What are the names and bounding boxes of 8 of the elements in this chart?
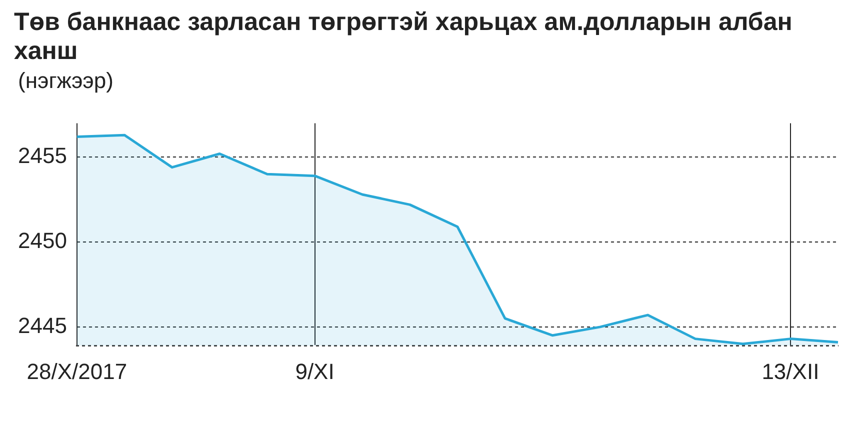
chart-title: Төв банкнаас зарласан төгрөгтэй харьцах ам.долларын албан ханш xyxy=(13,8,794,66)
y-tick-label: 2450 xyxy=(18,228,67,254)
x-tick-label: 28/X/2017 xyxy=(26,358,128,384)
x-tick-label: 13/XII xyxy=(762,358,820,384)
y-tick-label: 2445 xyxy=(18,312,67,338)
x-tick-label: 9/XI xyxy=(295,358,334,384)
chart-subtitle: (нэгжээр) xyxy=(17,67,114,95)
y-tick-label: 2455 xyxy=(18,143,67,168)
